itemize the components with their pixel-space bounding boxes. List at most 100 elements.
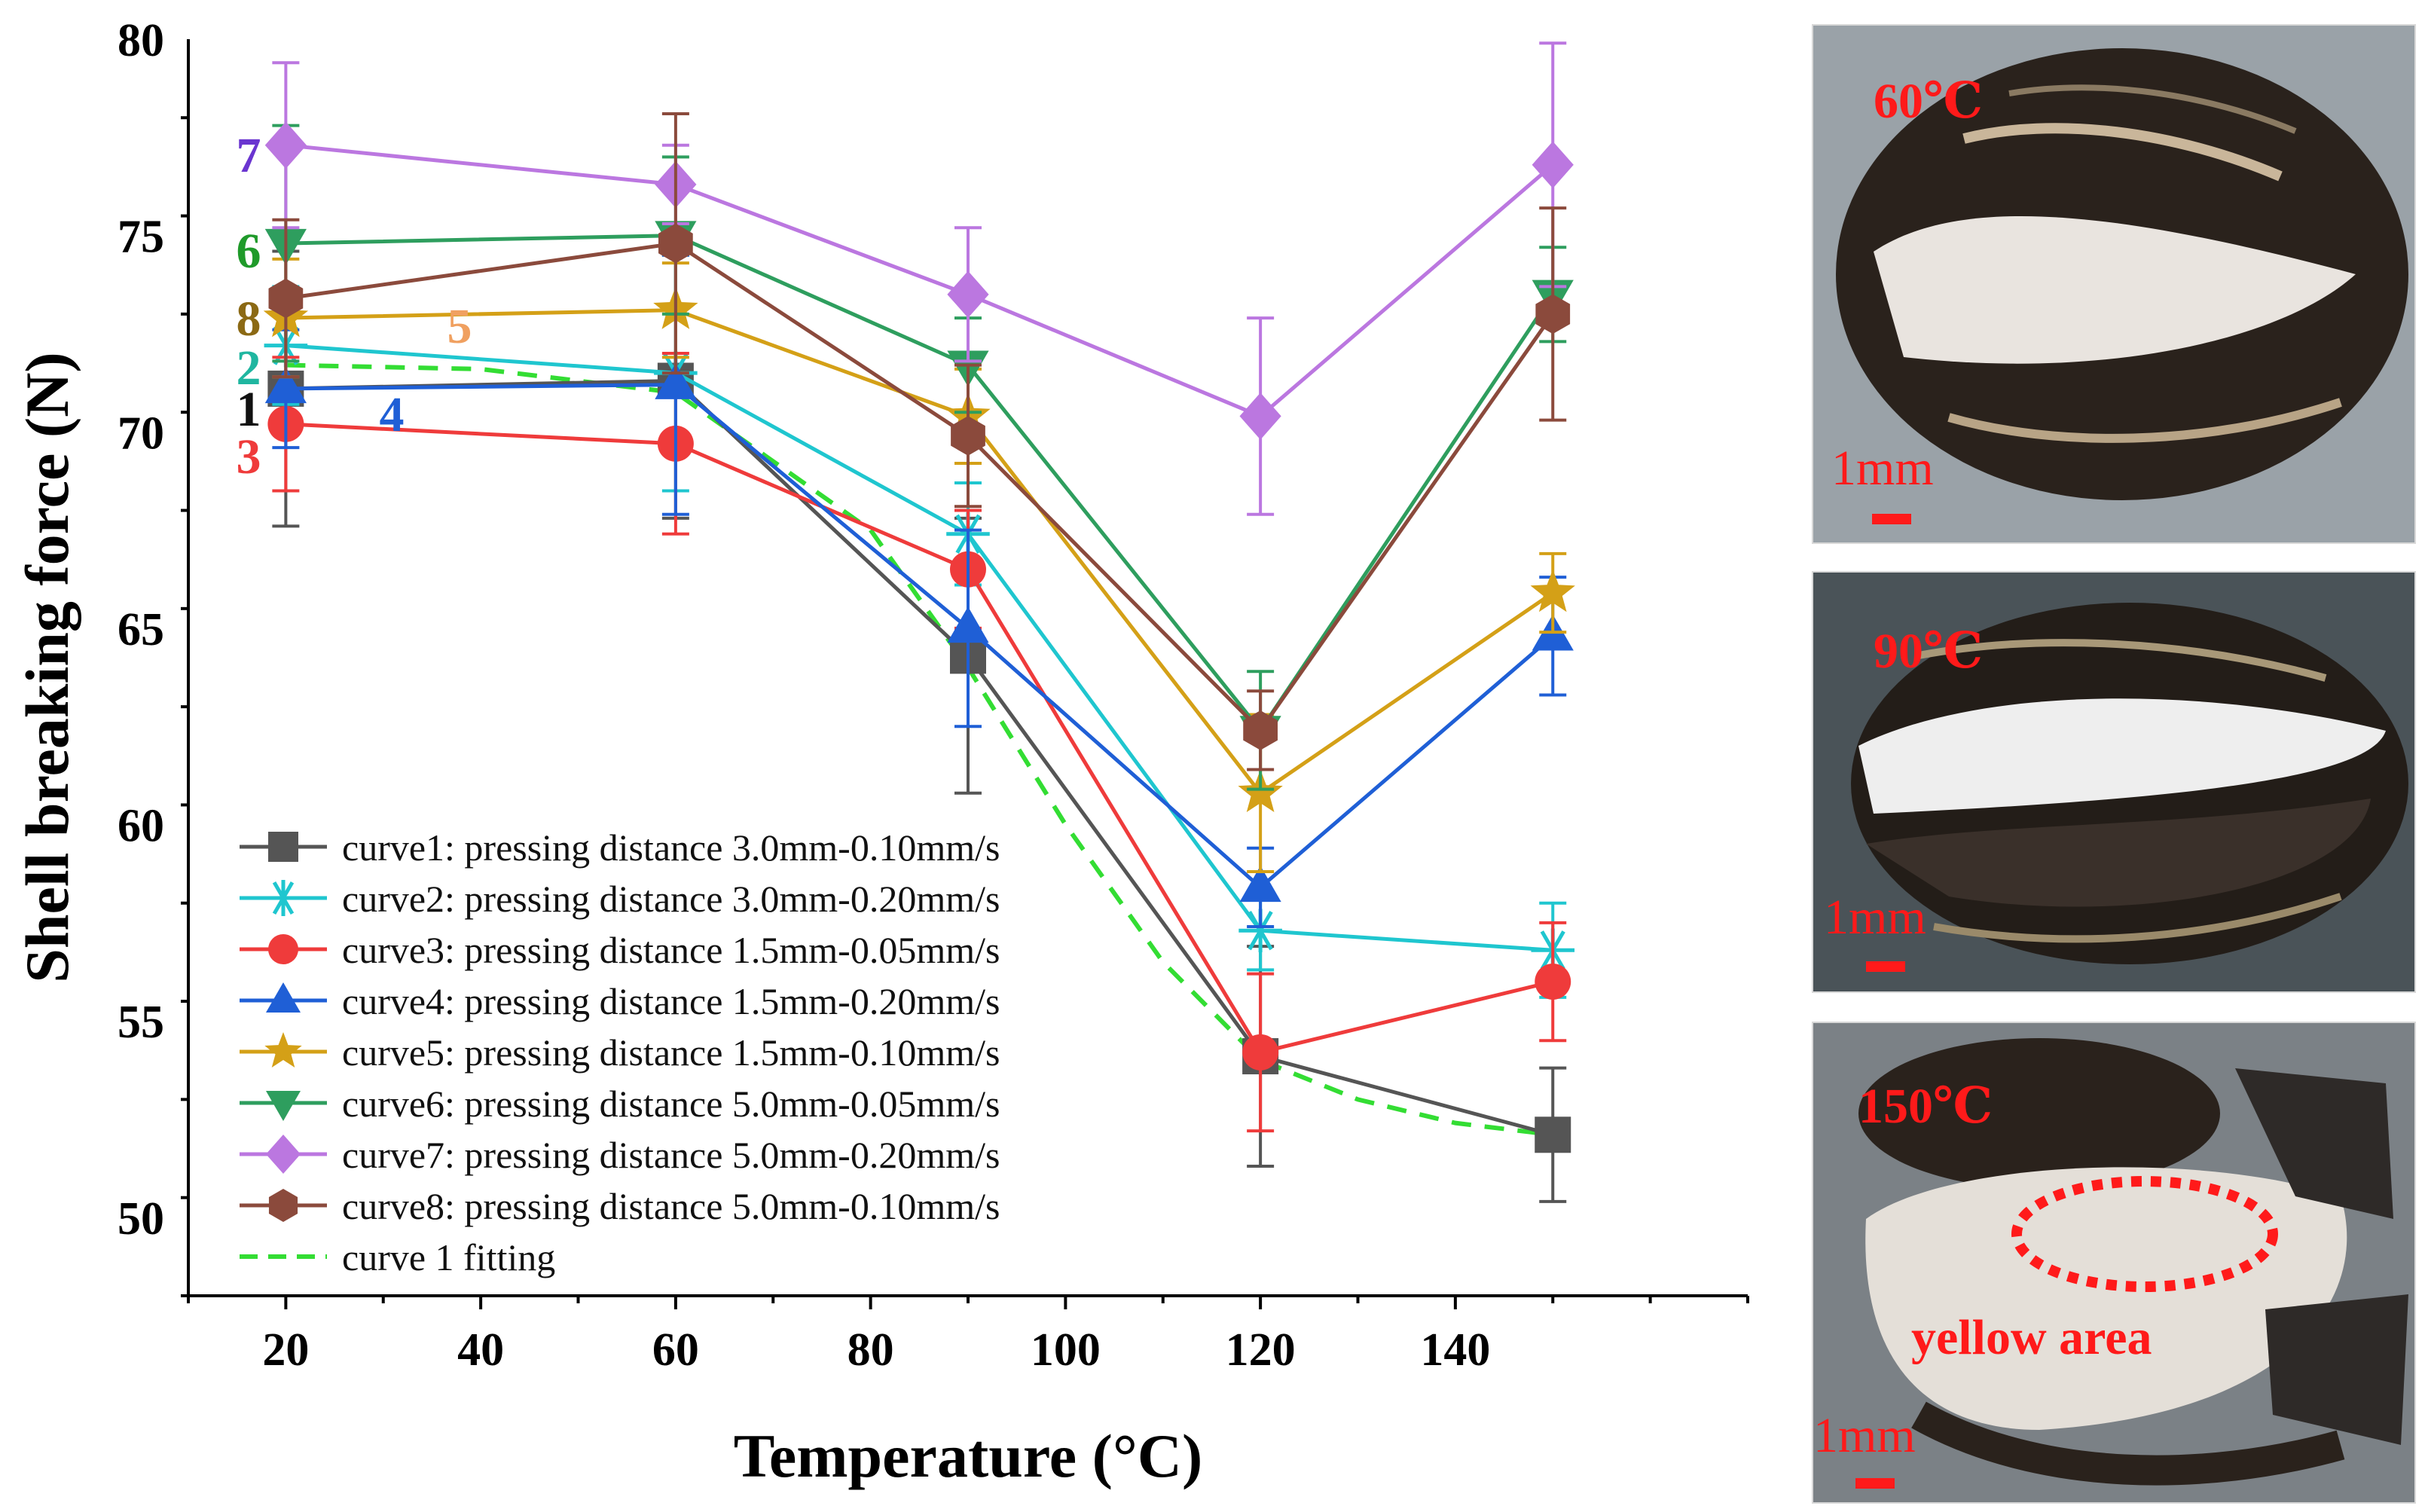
legend-entry-4: curve4: pressing distance 1.5mm-0.20mm/s (240, 980, 1000, 1022)
photo-60c-scale-label: 1mm (1831, 441, 1934, 496)
legend-label: curve4: pressing distance 1.5mm-0.20mm/s (342, 980, 1000, 1022)
fit-curve-line (286, 362, 1553, 1138)
legend-entry-1: curve1: pressing distance 3.0mm-0.10mm/s (240, 826, 1000, 869)
data-point-marker (1535, 1116, 1571, 1153)
data-point-marker (947, 270, 989, 319)
photo-90c: 90℃ 1mm (1812, 571, 2416, 993)
series-line (286, 234, 1555, 734)
curve-tag-7: 7 (237, 128, 261, 183)
data-point-marker (1530, 569, 1575, 612)
series-line (286, 383, 1554, 890)
fit-layer (286, 362, 1553, 1138)
y-tick-label: 50 (118, 1193, 164, 1245)
series-8 (268, 112, 1571, 771)
y-axis-label: Shell breaking force (N) (13, 352, 81, 982)
legend-entry-5: curve5: pressing distance 1.5mm-0.10mm/s (240, 1031, 1000, 1074)
seed-photo-90c-image (1813, 573, 2414, 991)
y-tick-label: 65 (118, 604, 164, 655)
photo-90c-scale-label: 1mm (1824, 890, 1926, 945)
photo-60c-temperature: 60℃ (1874, 74, 1984, 129)
axes-layer: 20 40 60 80 100 120 14050556065707580Temperatu… (13, 15, 1749, 1490)
series-line (286, 241, 1555, 734)
data-point-marker (1535, 294, 1571, 334)
photo-150c: 150℃ yellow area 1mm (1812, 1022, 2416, 1504)
seed-photo-150c-image (1813, 1023, 2414, 1502)
legend-label: curve1: pressing distance 3.0mm-0.10mm/s (342, 826, 1000, 869)
curve-tag-5: 5 (447, 299, 472, 354)
photo-150c-scale-label: 1mm (1813, 1408, 1916, 1463)
photo-60c-scale-bar (1872, 514, 1911, 524)
series-7 (264, 41, 1574, 516)
curve-tag-3: 3 (237, 429, 261, 484)
photo-150c-scale-bar (1855, 1478, 1895, 1489)
data-point-marker (1242, 1034, 1279, 1071)
legend-label: curve2: pressing distance 3.0mm-0.20mm/s (342, 878, 1000, 920)
series-line (286, 143, 1554, 419)
legend-label: curve7: pressing distance 5.0mm-0.20mm/s (342, 1134, 1000, 1176)
x-axis-label: Temperature (°C) (734, 1422, 1203, 1490)
legend-label: curve8: pressing distance 5.0mm-0.10mm/s (342, 1185, 1000, 1227)
series-line (286, 308, 1554, 796)
legend-label: curve6: pressing distance 5.0mm-0.05mm/s (342, 1083, 1000, 1125)
legend-entry-3: curve3: pressing distance 1.5mm-0.05mm/s (240, 929, 1000, 971)
curve-tag-8: 8 (237, 292, 261, 347)
photo-90c-scale-bar (1866, 961, 1905, 972)
data-point-marker (264, 1032, 302, 1068)
data-point-marker (1239, 866, 1281, 903)
data-point-marker (1532, 141, 1574, 188)
data-point-marker (1239, 393, 1281, 440)
y-tick-label: 80 (118, 15, 164, 66)
legend-label: curve 1 fitting (342, 1236, 555, 1278)
x-tick-label: 80 (848, 1324, 894, 1376)
series-6 (264, 124, 1574, 791)
data-point-marker (268, 278, 304, 319)
data-point-marker (266, 1135, 301, 1174)
y-tick-label: 75 (118, 212, 164, 263)
data-point-marker (264, 367, 307, 404)
data-point-marker (268, 832, 298, 862)
legend-entry-7: curve7: pressing distance 5.0mm-0.20mm/s (240, 1134, 1000, 1176)
data-point-marker (265, 880, 301, 916)
data-point-marker (951, 416, 985, 456)
legend-entry-6: curve6: pressing distance 5.0mm-0.05mm/s (240, 1083, 1000, 1125)
x-tick-label: 20 (262, 1324, 309, 1376)
photo-90c-temperature: 90℃ (1874, 624, 1984, 679)
series-9 (286, 362, 1553, 1138)
curve-tags-layer: 12 3 45 6 7 8 (237, 128, 472, 484)
data-point-marker (655, 362, 697, 399)
curve-tag-2: 2 (237, 341, 261, 396)
data-point-marker (268, 1189, 298, 1222)
data-point-marker (268, 934, 298, 964)
x-tick-label: 120 (1226, 1324, 1296, 1376)
data-point-marker (266, 1091, 301, 1121)
x-tick-label: 140 (1420, 1324, 1490, 1376)
photo-150c-annotation: yellow area (1911, 1310, 2152, 1365)
y-tick-label: 70 (118, 408, 164, 459)
series-layer (263, 41, 1575, 1203)
curve-tag-4: 4 (380, 387, 405, 442)
data-point-marker (1535, 964, 1571, 1000)
x-tick-label: 100 (1031, 1324, 1101, 1376)
legend: curve1: pressing distance 3.0mm-0.10mm/s… (240, 826, 1000, 1278)
curve-tag-6: 6 (237, 224, 261, 279)
data-point-marker (1243, 710, 1278, 750)
y-tick-label: 55 (118, 997, 164, 1048)
data-point-marker (658, 223, 693, 264)
data-point-marker (264, 121, 307, 169)
legend-label: curve3: pressing distance 1.5mm-0.05mm/s (342, 929, 1000, 971)
curve-tag-1: 1 (237, 382, 261, 437)
legend-label: curve5: pressing distance 1.5mm-0.10mm/s (342, 1031, 1000, 1074)
photo-150c-temperature: 150℃ (1858, 1079, 1993, 1134)
seed-photo-60c-image (1813, 26, 2414, 542)
legend-entry-2: curve2: pressing distance 3.0mm-0.20mm/s (240, 878, 1000, 920)
y-tick-label: 60 (118, 801, 164, 852)
data-point-marker (947, 606, 989, 643)
photo-60c: 60℃ 1mm (1812, 24, 2416, 544)
x-tick-label: 40 (457, 1324, 504, 1376)
data-point-marker (1238, 769, 1283, 813)
data-point-marker (266, 982, 301, 1013)
legend-entry-8: curve8: pressing distance 5.0mm-0.10mm/s (240, 1185, 1000, 1227)
legend-entry-9: curve 1 fitting (240, 1236, 555, 1278)
x-tick-label: 60 (652, 1324, 699, 1376)
